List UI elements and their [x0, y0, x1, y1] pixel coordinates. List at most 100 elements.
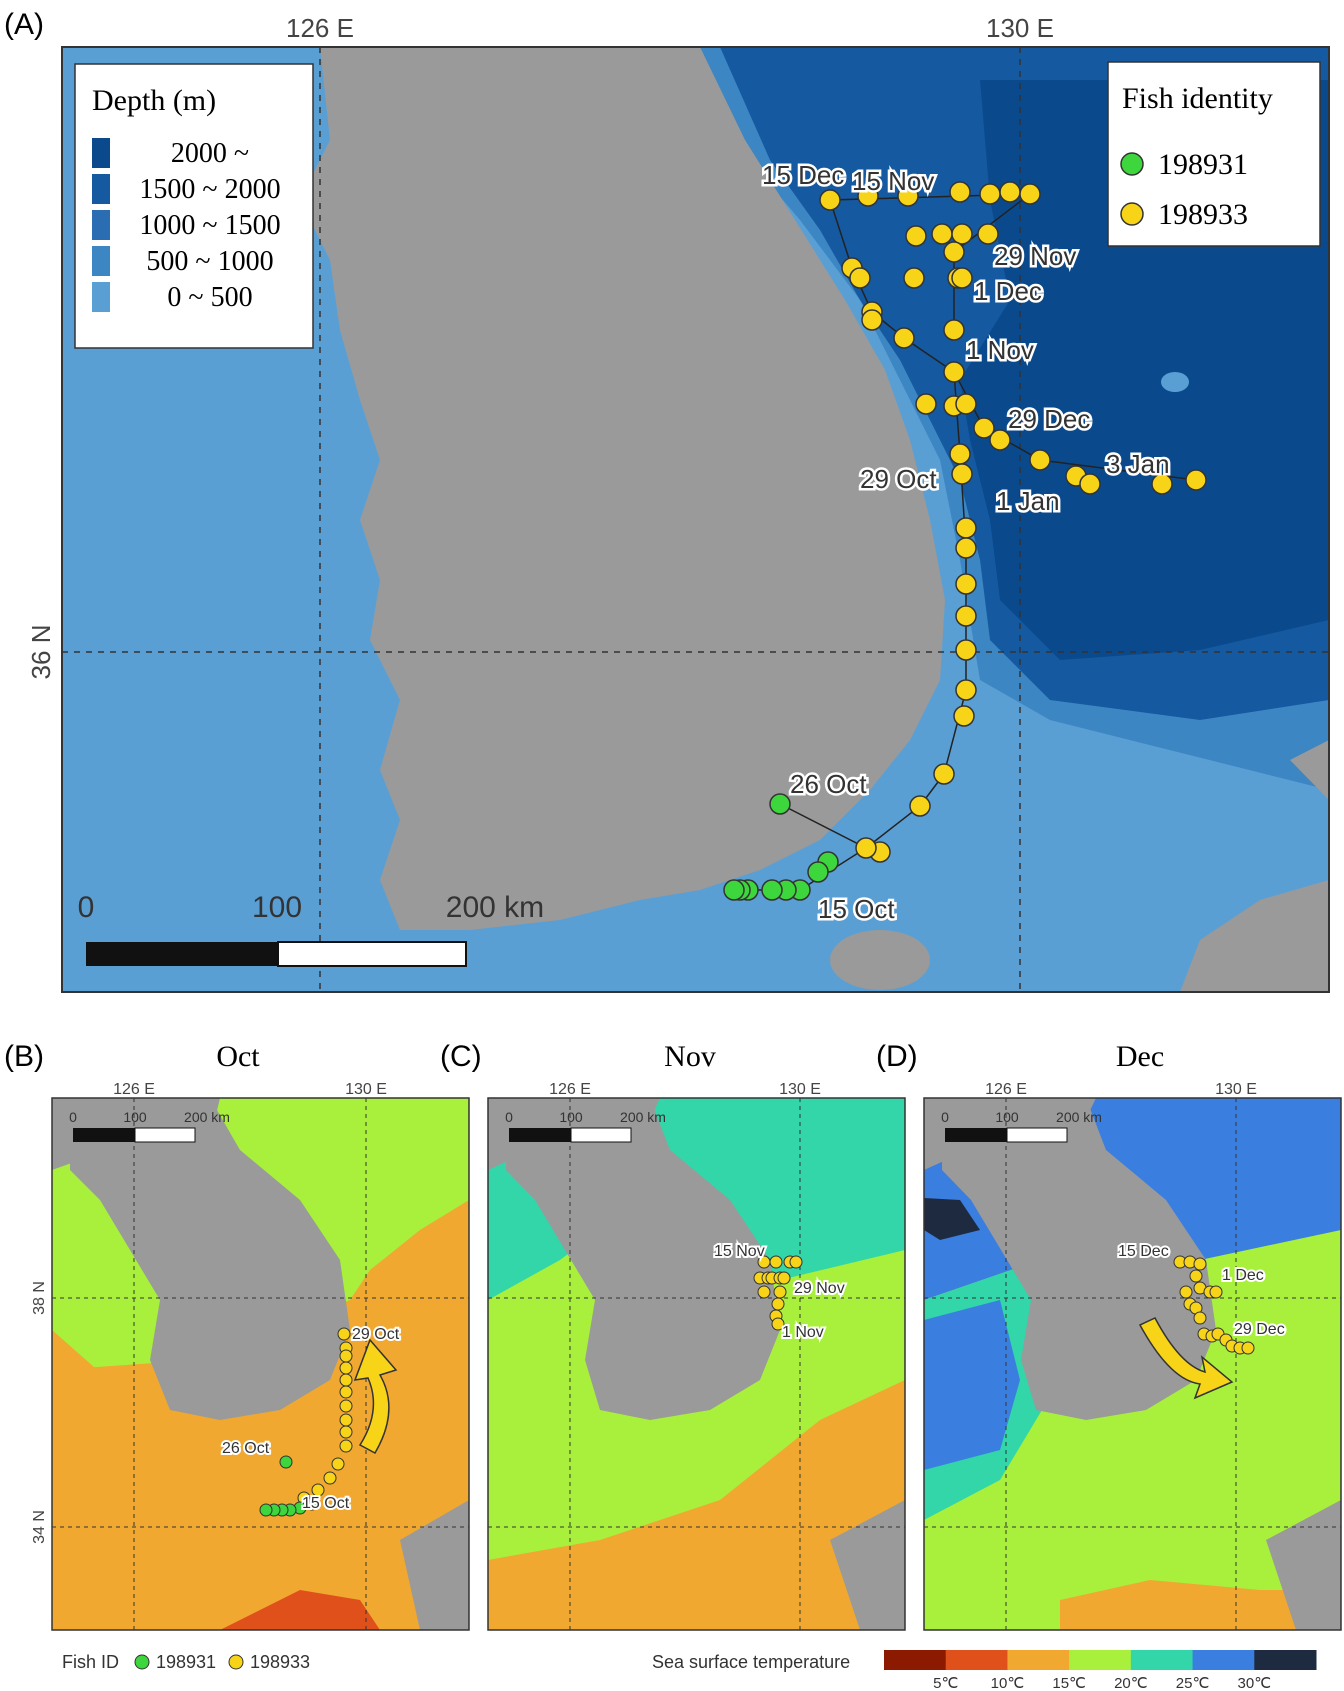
sst-color-step	[1130, 1650, 1194, 1670]
fish-position-198933	[951, 267, 973, 289]
fish-id-label: Fish ID	[62, 1652, 119, 1672]
fish-position-198933	[857, 185, 879, 207]
scale-bar-black	[86, 942, 278, 966]
lat-label-36: 36 N	[26, 625, 56, 680]
fish-position-198933	[955, 605, 977, 627]
fish-position-198933	[769, 1255, 783, 1269]
scale-label-100: 100	[252, 891, 302, 924]
fish-position-198933	[955, 639, 977, 661]
sst-tick-label: 20℃	[1114, 1675, 1148, 1691]
date-label: 1 Dec	[974, 276, 1042, 306]
lon-label-130: 130 E	[779, 1081, 821, 1098]
fish-position-198933	[933, 763, 955, 785]
date-label: 15 Dec	[1118, 1243, 1169, 1260]
sst-hot-south	[220, 1590, 380, 1630]
fish-position-198933	[339, 1399, 353, 1413]
scale-bar-black	[73, 1128, 135, 1142]
sst-color-step	[1254, 1650, 1317, 1670]
scale-label: 100	[995, 1109, 1019, 1125]
fish-position-198933	[861, 309, 883, 331]
depth-class-label: 0 ~ 500	[167, 282, 252, 313]
panel-a-letter: (A)	[4, 8, 44, 41]
legend-swatch-198933	[1120, 202, 1144, 226]
fish-position-198933	[1019, 183, 1041, 205]
date-label: 3 Jan	[1106, 449, 1170, 479]
fish-position-198931	[723, 879, 745, 901]
lon-label-126: 126 E	[985, 1081, 1027, 1098]
fish-position-198933	[999, 181, 1021, 203]
lat-label-34: 34 N	[31, 1510, 48, 1544]
depth-swatch	[92, 174, 110, 204]
korean-peninsula-land	[300, 47, 945, 930]
fish-position-198933	[339, 1361, 353, 1375]
fish-position-198931	[305, 1497, 319, 1511]
scale-bar-black	[509, 1128, 571, 1142]
fish-position-198933	[1079, 473, 1101, 495]
depth-swatch	[92, 138, 110, 168]
fish-position-198933	[339, 1373, 353, 1387]
scale-label: 200 km	[184, 1109, 230, 1125]
sst-warm-zone	[488, 1380, 905, 1630]
fish-position-198933	[819, 189, 841, 211]
fish-position-198933	[1241, 1341, 1255, 1355]
date-label: 15 Nov	[714, 1243, 765, 1260]
date-label: 1 Dec	[1222, 1267, 1264, 1284]
sst-color-step	[1007, 1650, 1070, 1670]
fish-position-198933	[757, 1285, 771, 1299]
fish-position-198933	[771, 1297, 785, 1311]
bottom-legend: Fish ID 198931 198933 Sea surface temper…	[62, 1650, 1317, 1691]
fish-position-198933	[311, 1483, 325, 1497]
fish-position-198933	[1193, 1257, 1207, 1271]
fish-position-198933	[771, 1317, 785, 1331]
legend-swatch-198931	[1120, 152, 1144, 176]
fish-position-198933	[339, 1439, 353, 1453]
fish-position-198933	[953, 705, 975, 727]
legend-label-198933: 198933	[1158, 198, 1248, 231]
fish-position-198933	[955, 679, 977, 701]
fish-position-198933	[855, 837, 877, 859]
fish-position-198933	[339, 1385, 353, 1399]
korean-peninsula-land	[506, 1098, 780, 1420]
date-labels-small: 29 Oct 26 Oct 15 Oct 15 Nov 29 Nov 1 Nov…	[220, 1241, 1287, 1514]
scale-bar-white	[277, 941, 467, 967]
date-label: 1 Nov	[782, 1324, 824, 1341]
korean-peninsula-land	[70, 1098, 350, 1420]
lon-label-126: 126 E	[286, 13, 354, 43]
sst-color-step	[945, 1650, 1008, 1670]
date-label: 15 Oct	[818, 894, 895, 924]
sst-tick-label: 10℃	[991, 1675, 1025, 1691]
fish-position-198933	[903, 267, 925, 289]
scale-bar-white	[1006, 1127, 1068, 1143]
island-south	[830, 930, 930, 990]
fish-position-198933	[339, 1349, 353, 1363]
date-label: 15 Dec	[762, 160, 844, 190]
legend-swatch-198933	[228, 1654, 244, 1670]
date-label: 29 Oct	[352, 1326, 400, 1343]
sst-color-step	[884, 1650, 947, 1670]
depth-legend-box	[74, 63, 314, 349]
fish-position-198933	[897, 185, 919, 207]
legend-swatch-198931	[134, 1654, 150, 1670]
fish-position-198933	[849, 267, 871, 289]
fish-position-198933	[893, 327, 915, 349]
sst-very-cold	[924, 1198, 980, 1240]
fish-position-198933	[951, 223, 973, 245]
fish-position-198933	[1193, 1311, 1207, 1325]
fish-position-198933	[773, 1285, 787, 1299]
fish-position-198933	[951, 463, 973, 485]
fish-position-198931	[259, 1503, 273, 1517]
panel-a: (A) 126 E 130 E 36 N	[4, 8, 1330, 993]
fish-position-198931	[807, 861, 829, 883]
depth-class-label: 2000 ~	[171, 138, 249, 169]
sst-cold-west	[924, 1300, 1020, 1470]
legend-label-198931: 198931	[156, 1652, 216, 1672]
fish-tracks-a	[723, 181, 1207, 901]
date-label: 15 Nov	[852, 166, 934, 196]
depth-swatch	[92, 210, 110, 240]
fish-position-198933	[943, 361, 965, 383]
fish-position-198931	[279, 1455, 293, 1469]
panel-d: (D) Dec	[876, 1040, 1342, 1631]
date-label: 26 Oct	[790, 769, 867, 799]
sst-color-step	[1192, 1650, 1255, 1670]
date-label: 1 Nov	[966, 335, 1034, 365]
